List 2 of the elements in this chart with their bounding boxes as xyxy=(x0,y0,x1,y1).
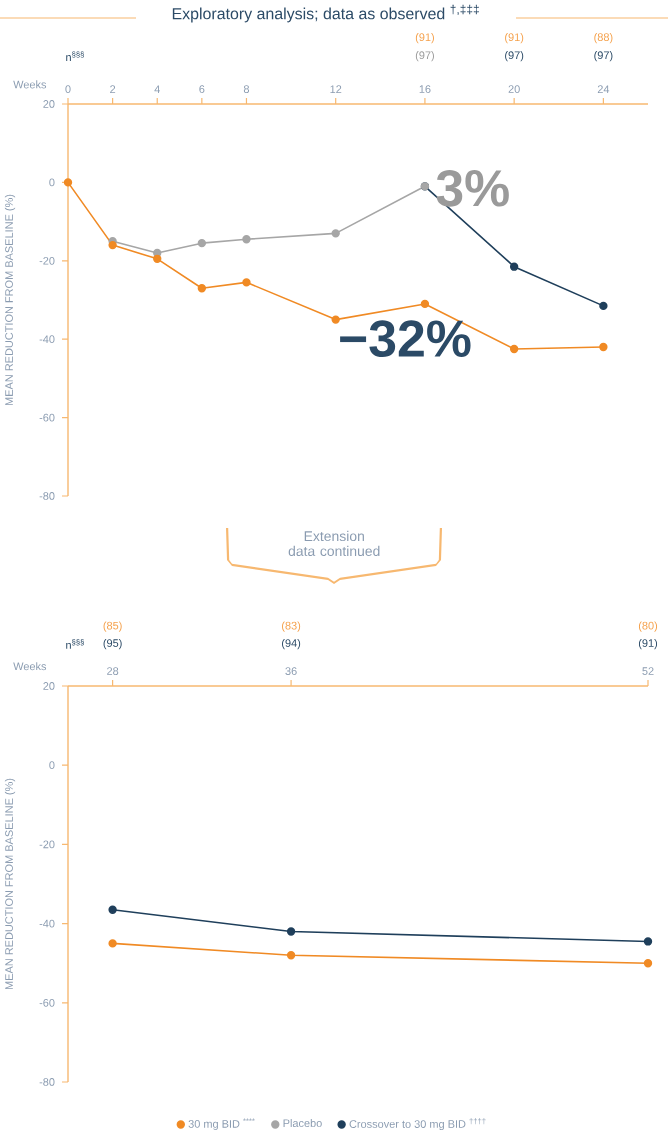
annotation: 3% xyxy=(436,169,509,207)
annotation: −32% xyxy=(340,320,471,358)
